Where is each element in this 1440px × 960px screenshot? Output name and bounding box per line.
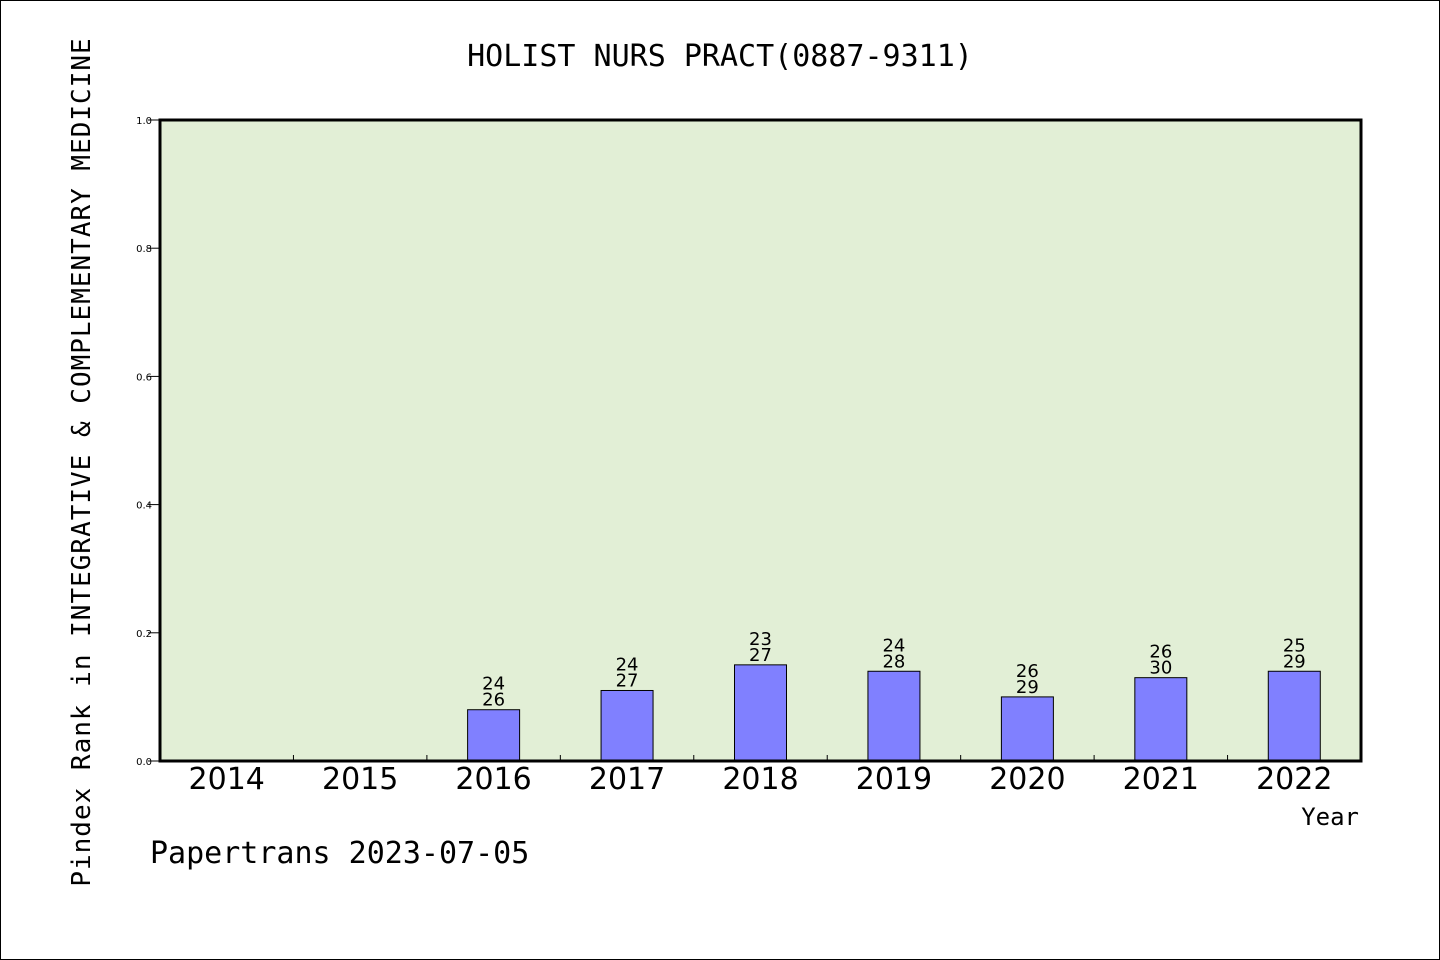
y-axis-ticks: 0.0 0.2 0.4 0.6 0.8 1.0 <box>136 116 160 768</box>
bar-total-label: 29 <box>1283 651 1306 672</box>
bar-rank-label: 24 <box>882 635 905 656</box>
y-tick-label: 1.0 <box>136 116 152 127</box>
y-tick-label: 0.4 <box>136 501 152 512</box>
x-tick-label: 2015 <box>322 762 398 797</box>
bar-total-label: 28 <box>882 651 905 672</box>
x-tick-label: 2014 <box>189 762 265 797</box>
bar-rank-label: 26 <box>1149 642 1172 663</box>
x-tick-label: 2021 <box>1123 762 1199 797</box>
bar <box>1000 696 1054 762</box>
y-axis-label: Pindex Rank in INTEGRATIVE & COMPLEMENTA… <box>67 37 97 886</box>
bar-total-label: 26 <box>482 690 505 711</box>
bar-rank-label: 26 <box>1016 661 1039 682</box>
y-tick-label: 0.0 <box>136 757 152 768</box>
y-tick-label: 0.8 <box>136 244 152 255</box>
bar-total-label: 30 <box>1149 658 1172 679</box>
bars-group <box>467 664 1321 762</box>
bar-rank-label: 24 <box>616 654 639 675</box>
x-tick-label: 2019 <box>856 762 932 797</box>
x-axis-ticks: 2014 2015 2016 2017 2018 2019 2020 2021 2022 <box>189 755 1332 797</box>
bar <box>734 664 787 762</box>
bar <box>867 670 921 762</box>
x-tick-label: 2018 <box>722 762 798 797</box>
x-tick-label: 2022 <box>1256 762 1332 797</box>
bar <box>1267 670 1321 762</box>
bar <box>600 689 654 762</box>
source-credit: Papertrans 2023-07-05 <box>150 836 529 871</box>
chart-title: HOLIST NURS PRACT(0887-9311) <box>467 39 973 74</box>
plot-border <box>158 118 1363 763</box>
x-axis-label: Year <box>1301 803 1359 831</box>
y-tick-label: 0.2 <box>136 629 152 640</box>
bar-total-label: 27 <box>616 670 639 691</box>
x-tick-label: 2017 <box>589 762 665 797</box>
y-tick-label: 0.6 <box>136 372 152 383</box>
bar <box>1134 677 1188 762</box>
bar-rank-label: 23 <box>749 629 772 650</box>
plot-area <box>160 120 1361 761</box>
bar-rank-label: 24 <box>482 674 505 695</box>
bar-total-label: 27 <box>749 645 772 666</box>
x-tick-label: 2016 <box>455 762 531 797</box>
x-tick-label: 2020 <box>989 762 1065 797</box>
bar <box>467 709 521 762</box>
bar-rank-label: 25 <box>1283 635 1306 656</box>
bar-total-label: 29 <box>1016 677 1039 698</box>
